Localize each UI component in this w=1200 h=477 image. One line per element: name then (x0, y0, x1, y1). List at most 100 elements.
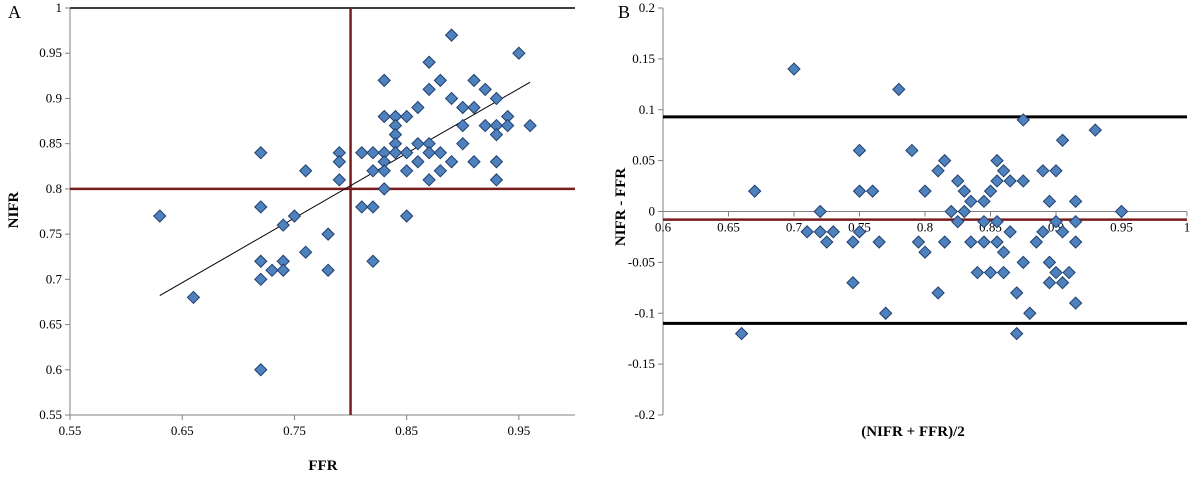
chart-b-axes (658, 7, 1188, 416)
chart-a-data-point (411, 136, 425, 151)
chart-b-x-tick-label: 0.95 (1110, 220, 1133, 235)
panel-b-letter: B (618, 2, 630, 22)
chart-a-svg: A 0.55 0.65 0.75 0.85 0.95 1 0.95 0.9 0.85 0.8 0.7… (6, 0, 575, 474)
chart-b-x-axis-title: (NIFR + FFR)/2 (861, 424, 965, 440)
chart-b-data-point (852, 225, 867, 239)
chart-a-data-point (489, 173, 504, 187)
chart-b-data-point (1042, 194, 1057, 209)
chart-b-data-point (911, 235, 926, 249)
chart-a-x-tick-label: 0.95 (508, 423, 531, 438)
chart-b-y-tick-label: 0 (649, 204, 656, 219)
chart-a-data-point (321, 263, 335, 277)
chart-a-y-tick-label: 0.75 (39, 226, 62, 241)
chart-b-data-point (1023, 306, 1037, 320)
chart-b-data-point (957, 204, 972, 219)
chart-a-y-tick-label: 0.9 (46, 90, 62, 105)
chart-a-data-point (399, 109, 414, 124)
chart-b-data-point (747, 184, 762, 198)
chart-a-y-axis-title: NIFR (6, 192, 22, 229)
chart-a-data-point (254, 200, 268, 214)
chart-a-x-tick-label: 0.65 (171, 423, 194, 438)
chart-a-data-point (276, 263, 290, 277)
chart-b-data-point (1016, 113, 1030, 127)
chart-a-y-tick-label: 0.65 (39, 317, 62, 332)
chart-a-x-tick-label: 0.55 (59, 423, 82, 438)
chart-a-data-point (399, 164, 414, 178)
chart-a-data-point (298, 245, 313, 259)
chart-b-data-point (1049, 214, 1063, 229)
chart-b-y-tick-label: -0.05 (628, 254, 655, 269)
chart-a-data-point (332, 173, 347, 187)
chart-a-data-point (254, 254, 268, 268)
chart-a-points (153, 28, 537, 377)
chart-b-data-point (1062, 265, 1076, 280)
chart-a-data-point (366, 164, 380, 178)
panel-b-bland-altman-plot: B 0.2 0.15 0.1 0.05 0 -0.05 -0.1 -0.15 -0.2 0.6 0.… (605, 0, 1200, 477)
chart-b-data-point (996, 164, 1011, 178)
chart-a-data-point (478, 82, 492, 97)
chart-b-data-point (1016, 255, 1030, 270)
chart-b-data-point (1009, 286, 1024, 300)
chart-b-y-axis-title: NIFR - FFR (613, 168, 629, 246)
chart-b-data-point (983, 184, 998, 198)
chart-a-data-point (523, 118, 537, 133)
chart-a-data-point (332, 155, 347, 169)
chart-b-data-point (977, 214, 991, 229)
chart-a-data-point (512, 46, 526, 60)
chart-b-data-point (1068, 214, 1083, 229)
chart-b-data-point (852, 143, 867, 158)
chart-b-data-point (1055, 225, 1070, 239)
chart-a-data-point (500, 118, 515, 133)
chart-b-data-point (1029, 235, 1044, 249)
chart-b-data-point (1009, 326, 1024, 341)
chart-a-data-point (388, 146, 403, 160)
chart-b-data-point (1003, 225, 1017, 239)
chart-b-data-point (951, 174, 965, 188)
chart-a-data-point (298, 164, 313, 178)
chart-b-y-tick-label: 0.15 (632, 51, 655, 66)
chart-b-x-tick-label: 0.6 (655, 220, 672, 235)
chart-b-data-point (1036, 225, 1050, 239)
chart-a-reference-lines (70, 7, 575, 415)
chart-b-data-point (813, 204, 827, 219)
chart-b-mean-and-limit-lines (663, 115, 1187, 325)
chart-a-data-point (444, 28, 459, 42)
chart-a-data-point (422, 82, 436, 97)
chart-a-data-point (377, 109, 391, 124)
chart-b-y-tick-label: -0.1 (634, 305, 655, 320)
chart-b-data-point (1049, 265, 1063, 280)
chart-b-data-point (944, 204, 958, 219)
chart-b-y-tick-label: 0.05 (632, 153, 655, 168)
chart-b-points (734, 62, 1129, 341)
chart-a-data-point (433, 164, 448, 178)
chart-a-x-tick-label: 0.75 (283, 423, 306, 438)
chart-b-data-point (937, 153, 952, 168)
chart-b-data-point (1055, 133, 1070, 147)
chart-a-data-point (377, 164, 391, 178)
chart-b-data-point (846, 235, 860, 249)
chart-a-y-tick-label: 0.8 (46, 181, 62, 196)
panel-a-letter: A (8, 2, 21, 22)
chart-a-axes (65, 7, 575, 420)
chart-b-data-point (937, 235, 952, 249)
chart-b-data-point (990, 174, 1004, 188)
chart-b-data-point (905, 143, 919, 158)
chart-a-data-point (489, 155, 504, 169)
chart-b-data-point (1088, 123, 1103, 137)
chart-b-data-point (1042, 276, 1057, 290)
chart-a-data-point (287, 209, 302, 223)
chart-b-data-point (977, 194, 991, 209)
chart-b-data-point (1049, 164, 1063, 178)
chart-b-data-point (990, 153, 1004, 168)
chart-b-x-tick-label: 0.8 (917, 220, 933, 235)
chart-b-data-point (892, 82, 906, 97)
chart-a-data-point (422, 146, 436, 160)
chart-a-data-point (265, 263, 279, 277)
chart-a-data-point (276, 218, 290, 232)
chart-b-data-point (1114, 204, 1129, 219)
chart-b-data-point (996, 265, 1011, 280)
chart-a-data-point (456, 118, 470, 133)
chart-a-data-point (355, 146, 369, 160)
chart-b-data-point (977, 235, 991, 249)
chart-a-data-point (422, 173, 436, 187)
